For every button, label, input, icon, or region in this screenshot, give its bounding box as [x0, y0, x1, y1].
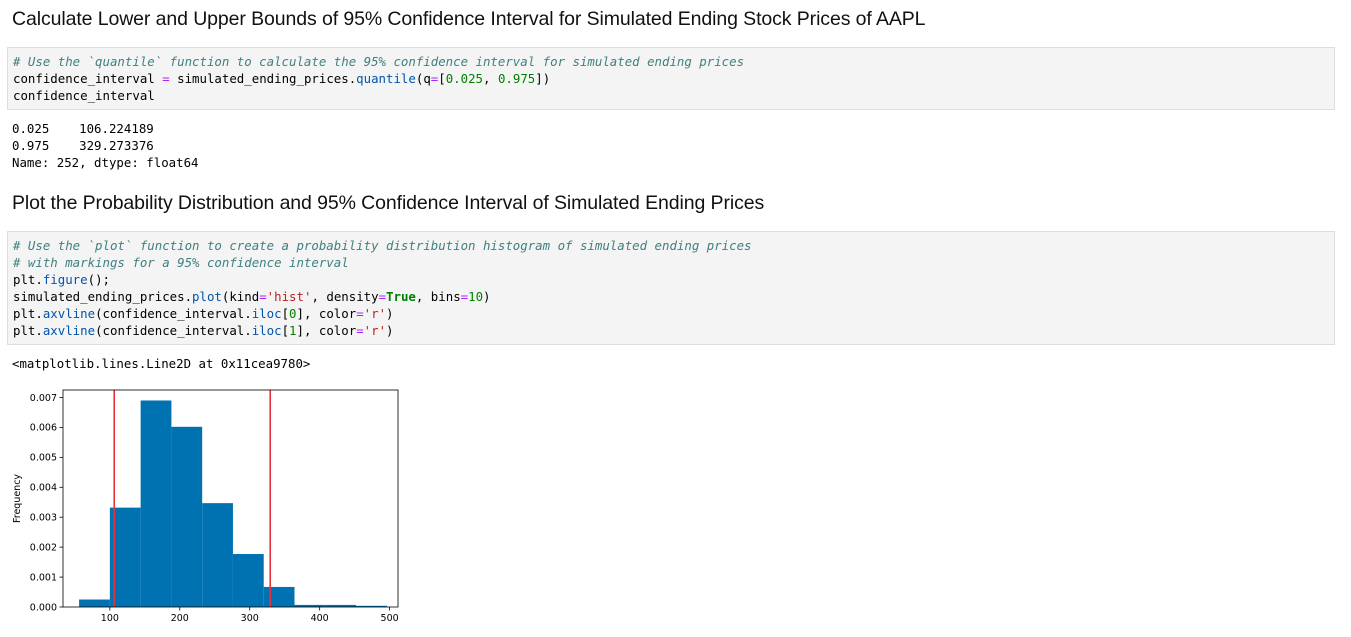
histogram-bar [171, 426, 203, 607]
code-number: 1 [289, 323, 297, 338]
plot-frame [62, 389, 399, 608]
y-tick-label: 0.000 [30, 602, 57, 613]
code-operator: = [356, 306, 364, 321]
code-number: 0 [289, 306, 297, 321]
output-row: 0.025 106.224189 [12, 121, 154, 136]
code-token: simulated_ending_prices. [13, 289, 193, 304]
code-operator: = [162, 71, 170, 86]
y-tick-label: 0.005 [30, 453, 57, 464]
output-line2d: <matplotlib.lines.Line2D at 0x11cea9780> [12, 356, 311, 371]
code-number: 10 [468, 289, 484, 304]
code-function: axvline [42, 306, 96, 321]
code-cell-quantile[interactable]: # Use the `quantile` function to calcula… [7, 47, 1335, 110]
code-operator: = [430, 71, 439, 86]
code-token: ) [386, 323, 394, 338]
y-tick-label: 0.002 [30, 542, 57, 553]
histogram-chart: 100 200 300 400 500 0.0000.0010.0020.0030.00… [12, 389, 399, 624]
output-row: Name: 252, dtype: float64 [12, 155, 199, 170]
histogram-bar [140, 400, 172, 607]
code-function: figure [42, 272, 88, 287]
code-token: ) [386, 306, 394, 321]
code-function: plot [192, 289, 222, 304]
code-token: ], color [296, 306, 357, 321]
code-operator: = [356, 323, 364, 338]
code-token: (kind [221, 289, 260, 304]
code-token: [ [281, 306, 290, 321]
x-tick-label: 400 [311, 613, 329, 624]
code-token: (confidence_interval. [95, 323, 252, 338]
code-token: confidence_interval [13, 88, 155, 103]
x-tick-label: 200 [171, 613, 189, 624]
code-token: (q [415, 71, 431, 86]
histogram-bar [356, 605, 387, 607]
code-cell-plot[interactable]: # Use the `plot` function to create a pr… [7, 231, 1335, 345]
code-token: (); [87, 272, 110, 287]
code-token: [ [281, 323, 290, 338]
histogram-bar [325, 604, 357, 607]
output-quantile: 0.025 106.224189 0.975 329.273376 Name: … [12, 120, 199, 171]
code-token: plt. [13, 272, 43, 287]
histogram-bar [263, 586, 295, 607]
y-tick-label: 0.004 [30, 483, 57, 494]
heading-confidence-interval: Calculate Lower and Upper Bounds of 95% … [12, 8, 926, 30]
x-tick-label: 500 [381, 613, 399, 624]
y-axis: 0.000 0.001 0.002 0.003 0.004 0.005 0.006 0.007 [30, 393, 63, 613]
confidence-lines [113, 390, 272, 607]
code-keyword: True [386, 289, 416, 304]
y-axis-label: Frequency [12, 474, 23, 523]
code-operator: = [460, 289, 469, 304]
y-tick-label: 0.006 [30, 423, 57, 434]
code-token: plt. [13, 323, 43, 338]
histogram-bar [79, 599, 110, 607]
code-token: (confidence_interval. [95, 306, 252, 321]
code-token: ], color [296, 323, 357, 338]
code-function: quantile [356, 71, 416, 86]
code-token: simulated_ending_prices. [169, 71, 357, 86]
x-tick-label: 100 [101, 613, 119, 624]
histogram-bar [232, 554, 264, 607]
x-tick-label: 300 [241, 613, 259, 624]
code-operator: = [378, 289, 387, 304]
code-string: 'hist' [266, 289, 312, 304]
code-function: iloc [251, 323, 282, 338]
code-string: 'r' [363, 306, 387, 321]
code-string: 'r' [363, 323, 387, 338]
code-token: ) [483, 289, 491, 304]
histogram-bars [79, 400, 387, 607]
code-operator: = [259, 289, 267, 304]
code-token: [ [438, 71, 446, 86]
code-token: , [483, 71, 498, 86]
output-row: 0.975 329.273376 [12, 138, 154, 153]
code-number: 0.975 [497, 71, 536, 86]
histogram-bar [294, 604, 326, 607]
y-tick-label: 0.003 [30, 513, 57, 524]
code-function: iloc [251, 306, 282, 321]
code-token: plt. [13, 306, 43, 321]
code-comment: # Use the `plot` function to create a pr… [13, 238, 752, 253]
code-token: confidence_interval [13, 71, 163, 86]
code-token: , bins [415, 289, 461, 304]
code-comment: # Use the `quantile` function to calcula… [13, 54, 745, 69]
y-tick-label: 0.007 [30, 393, 57, 404]
code-function: axvline [42, 323, 96, 338]
heading-plot-distribution: Plot the Probability Distribution and 95… [12, 192, 765, 214]
x-axis: 100 200 300 400 500 [101, 607, 399, 624]
y-tick-label: 0.001 [30, 572, 57, 583]
code-number: 0.025 [445, 71, 484, 86]
code-token: , density [311, 289, 379, 304]
histogram-bar [202, 503, 233, 607]
code-token: ]) [535, 71, 551, 86]
code-comment: # with markings for a 95% confidence int… [13, 255, 349, 270]
